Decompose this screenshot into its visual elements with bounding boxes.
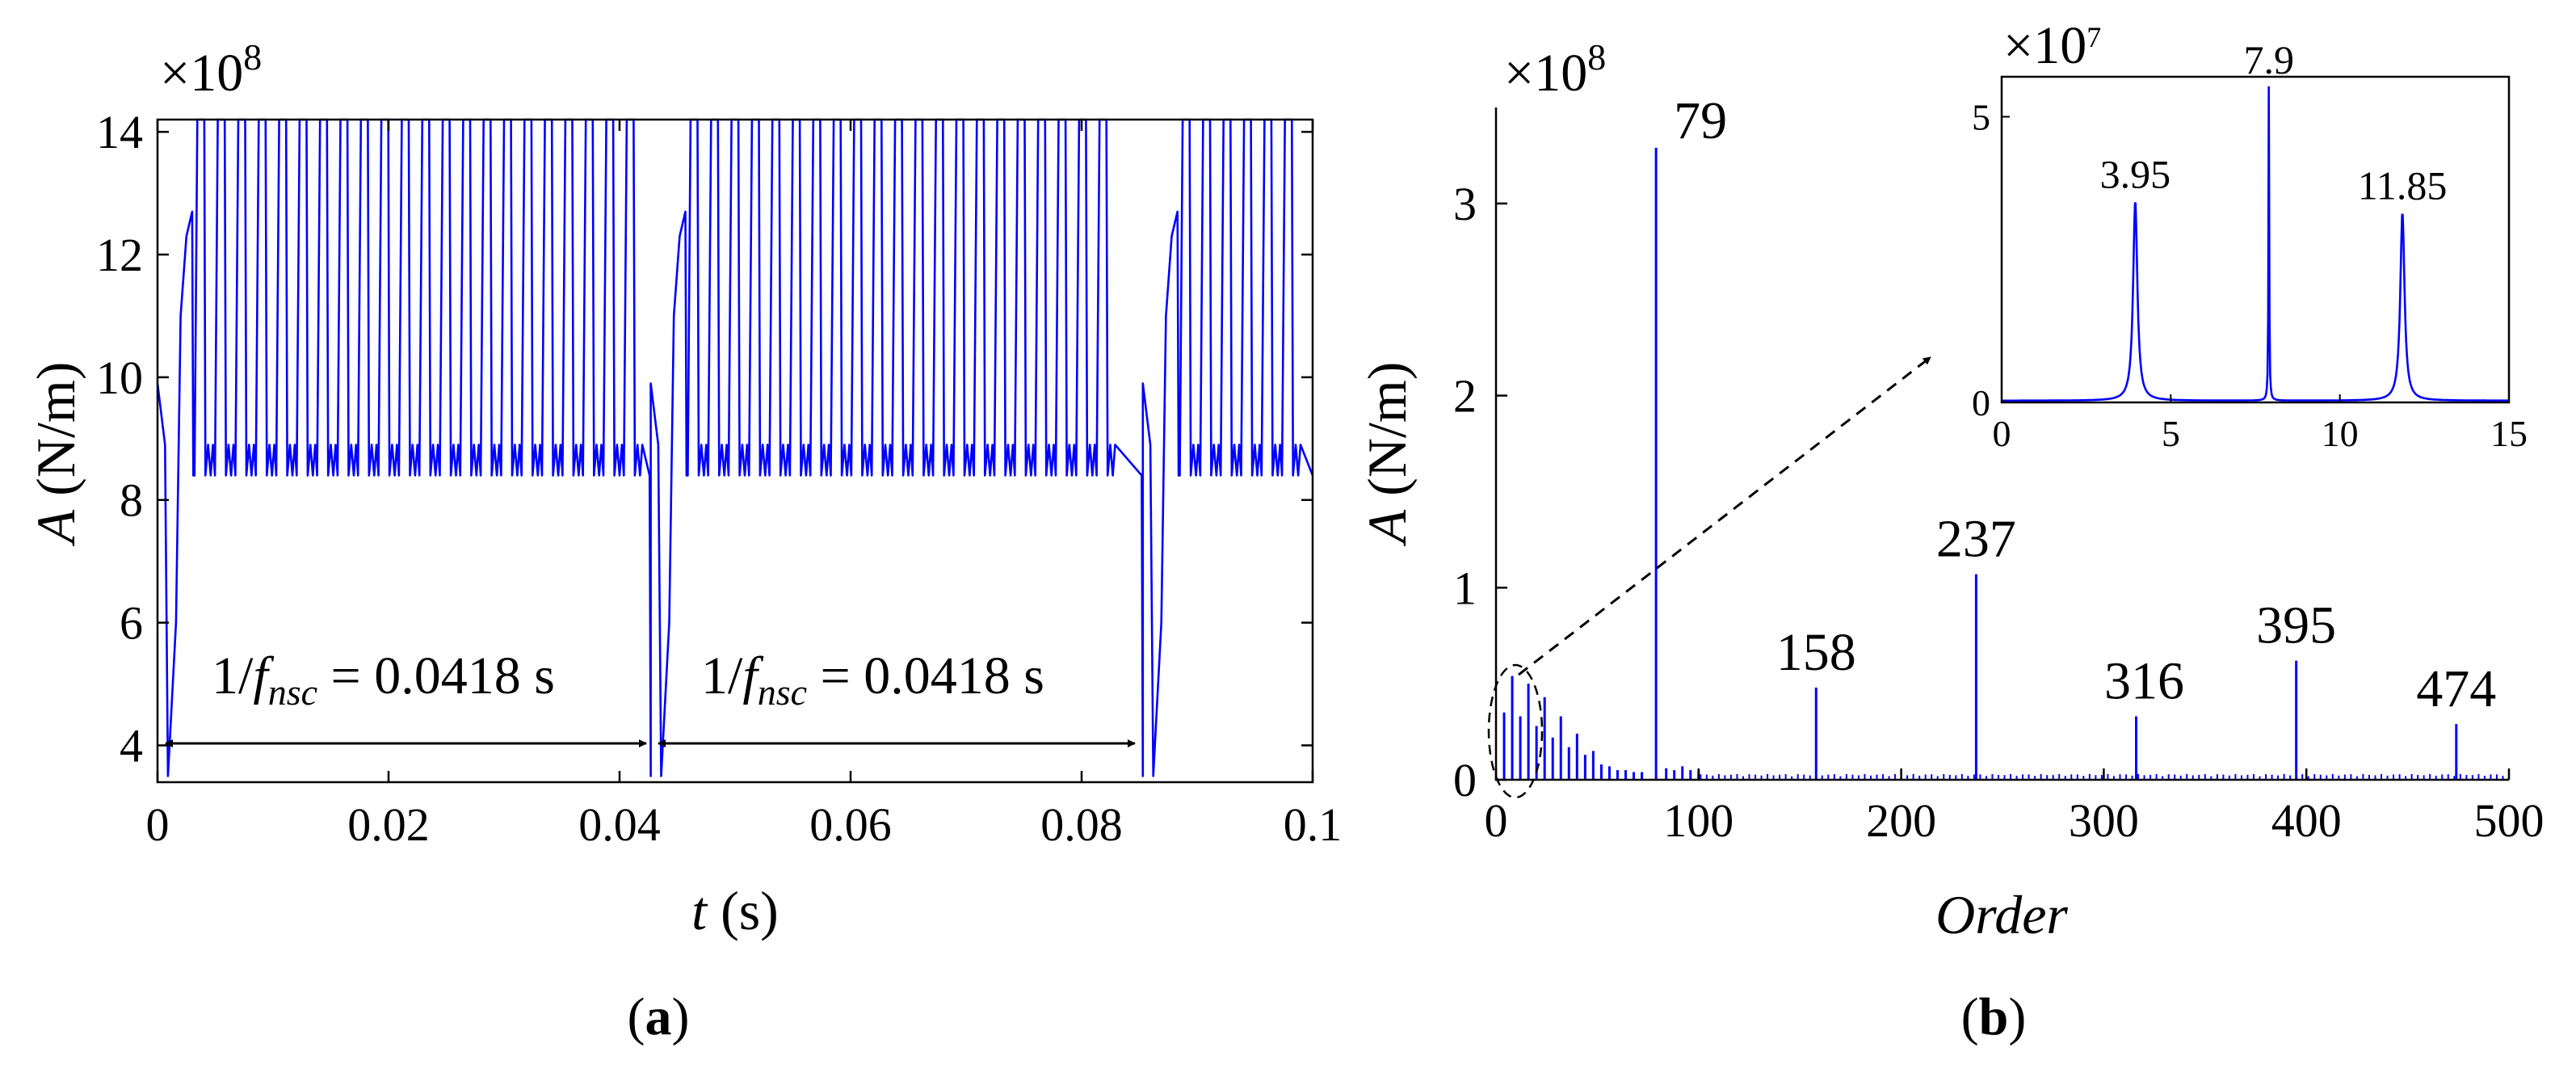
x-tick-label: 0.08 [1040,798,1123,851]
x-tick-label: 300 [2069,794,2139,847]
inset-spectrum [2002,86,2509,402]
peak-label-395: 395 [2256,596,2336,655]
x-tick-label: 400 [2271,794,2342,847]
panel-b-peak-labels: 79 158 237 316 395 474 [1674,91,2496,718]
inset-multiplier: ×107 [2003,16,2101,75]
y-tick-label: 10 [96,351,143,404]
inset-ticks: 0 5 10 15 0 5 [1972,96,2528,454]
panel-a-x-axis-label: t (s) [691,880,779,941]
zoom-arrow [1518,356,1931,676]
inset-peak-label-2: 11.85 [2358,163,2448,208]
panel-a-chart: 0 0.02 0.04 0.06 0.08 0.1 4 6 8 10 12 14 1/fnsc = 0… [25,36,1342,1046]
panel-a-label: (a) [628,987,690,1046]
panel-a-y-axis-label: A (N/m) [25,362,86,547]
peak-label-316: 316 [2104,652,2184,711]
x-tick-label: 0 [146,798,170,851]
peak-label-237: 237 [1936,510,2016,569]
inset-peak-labels: 3.95 7.9 11.85 [2100,37,2448,208]
inset-x-tick-label: 0 [1993,413,2011,454]
y-tick-label: 3 [1453,178,1477,230]
peak-label-474: 474 [2416,659,2496,718]
low-order-highlight-ellipse [1487,663,1544,799]
panel-b-label: (b) [1961,987,2027,1046]
waveform-line [156,118,1314,777]
x-tick-label: 0.06 [809,798,892,851]
y-tick-label: 1 [1453,562,1477,614]
panel-a-waveform [156,118,1314,777]
panel-a-axes-box [156,118,1314,784]
y-tick-label: 2 [1453,370,1477,423]
x-tick-label: 0 [1485,794,1508,847]
panel-a-multiplier: ×108 [160,36,262,103]
x-tick-label: 100 [1663,794,1733,847]
panel-b-multiplier: ×108 [1504,36,1606,103]
inset-x-tick-label: 5 [2162,413,2180,454]
inset-axes-box [2000,75,2511,404]
x-tick-label: 200 [1866,794,1936,847]
peak-label-158: 158 [1776,623,1856,682]
inset-spectrum-line [2002,86,2509,402]
panel-b-y-axis-label: A (N/m) [1356,362,1418,547]
x-tick-label: 0.02 [347,798,430,851]
inset-peak-label-0: 3.95 [2100,152,2171,197]
inset-x-tick-label: 15 [2490,413,2528,454]
period-annotation-1: 1/fnsc = 0.0418 s [212,646,555,713]
y-tick-label: 8 [120,474,143,527]
inset-background [2002,77,2509,402]
inset-y-tick-label: 0 [1972,382,1990,423]
y-tick-label: 0 [1453,754,1477,806]
y-tick-label: 6 [120,597,143,650]
y-tick-label: 4 [120,719,143,772]
y-tick-label: 12 [96,229,143,281]
y-tick-label: 14 [96,106,143,158]
x-tick-label: 500 [2474,794,2544,847]
inset-x-tick-label: 10 [2322,413,2359,454]
panel-b-x-axis-label: Order [1935,884,2068,945]
x-tick-label: 0.1 [1284,798,1343,851]
x-tick-label: 0.04 [578,798,661,851]
panel-b-inset: 0 5 10 15 0 5 3.95 7.9 11.85 ×107 [1972,16,2528,454]
peak-label-79: 79 [1674,91,1727,150]
panel-a-ticks: 0 0.02 0.04 0.06 0.08 0.1 4 6 8 10 12 14 [96,106,1342,851]
period-annotation-2: 1/fnsc = 0.0418 s [701,646,1044,713]
inset-y-tick-label: 5 [1972,96,1990,137]
inset-peak-label-1: 7.9 [2243,37,2294,82]
